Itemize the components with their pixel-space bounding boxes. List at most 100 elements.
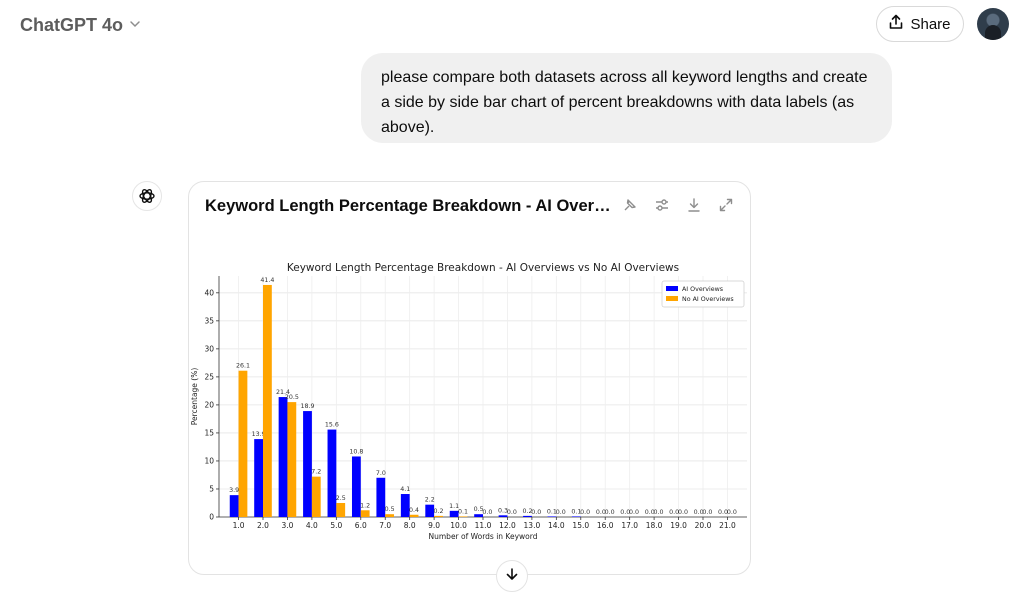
share-label: Share (910, 15, 951, 33)
y-tick-label: 15 (204, 428, 214, 437)
data-label: 0.0 (727, 509, 737, 516)
data-label: 0.0 (620, 509, 630, 516)
x-tick-label: 5.0 (330, 521, 342, 530)
data-label: 0.4 (409, 507, 419, 514)
bar (360, 510, 370, 517)
bar (376, 477, 386, 517)
y-tick-label: 5 (209, 484, 214, 493)
bar (547, 516, 557, 517)
bar (287, 402, 297, 517)
bar (238, 370, 248, 517)
bar (229, 495, 239, 517)
data-label: 0.1 (458, 508, 468, 515)
bar (351, 456, 361, 517)
share-upload-icon (889, 14, 903, 34)
legend-box (661, 280, 745, 308)
bar (449, 510, 459, 517)
chart-card-title: Keyword Length Percentage Breakdown - AI… (205, 197, 617, 215)
data-label: 0.0 (718, 509, 728, 516)
data-label: 0.0 (531, 509, 541, 516)
scroll-down-button[interactable] (496, 560, 528, 592)
bar (434, 515, 443, 517)
y-tick-label: 10 (204, 456, 214, 465)
model-name: ChatGPT 4o (20, 14, 124, 35)
legend-label: No AI Overviews (682, 296, 734, 303)
expand-icon[interactable] (717, 196, 735, 214)
data-label: 13.9 (252, 431, 266, 438)
y-tick-label: 30 (204, 344, 214, 353)
bar (458, 516, 468, 517)
data-label: 3.9 (229, 487, 239, 494)
legend-swatch (666, 286, 678, 291)
x-tick-label: 7.0 (379, 521, 391, 530)
x-tick-label: 8.0 (404, 521, 416, 530)
bar (425, 504, 435, 517)
x-tick-label: 15.0 (572, 521, 589, 530)
data-label: 7.2 (311, 469, 321, 476)
bar (474, 514, 483, 517)
bar (409, 514, 419, 517)
data-label: 20.5 (285, 394, 299, 401)
openai-logo-icon (132, 181, 162, 211)
y-tick-label: 20 (204, 400, 214, 409)
data-label: 0.5 (385, 506, 395, 513)
chart-title: Keyword Length Percentage Breakdown - AI… (287, 262, 679, 274)
sliders-icon[interactable] (653, 196, 671, 214)
x-tick-label: 4.0 (306, 521, 318, 530)
bar (327, 429, 337, 517)
data-label: 26.1 (236, 363, 250, 370)
data-label: 0.0 (580, 509, 590, 516)
arrow-down-icon (505, 567, 519, 586)
model-selector[interactable]: ChatGPT 4o (20, 13, 141, 37)
user-avatar[interactable] (977, 8, 1009, 40)
bar (523, 515, 532, 517)
x-tick-label: 1.0 (233, 521, 245, 530)
data-label: 0.2 (522, 508, 532, 515)
bar-chart: Keyword Length Percentage Breakdown - AI… (190, 262, 747, 541)
bar (571, 516, 581, 517)
bar (400, 494, 410, 517)
data-label: 7.0 (376, 470, 386, 477)
share-button[interactable]: Share (876, 6, 964, 42)
y-tick-label: 40 (204, 288, 214, 297)
data-label: 0.0 (702, 509, 712, 516)
data-label: 18.9 (300, 403, 314, 410)
x-tick-label: 19.0 (670, 521, 687, 530)
bar (311, 476, 321, 517)
data-label: 0.0 (556, 509, 566, 516)
data-label: 0.0 (507, 509, 517, 516)
data-label: 0.0 (629, 509, 639, 516)
x-tick-label: 9.0 (428, 521, 440, 530)
x-tick-label: 16.0 (597, 521, 614, 530)
data-label: 0.0 (596, 509, 606, 516)
y-tick-label: 35 (204, 316, 214, 325)
x-tick-label: 20.0 (695, 521, 712, 530)
data-label: 15.6 (325, 422, 339, 429)
bar (336, 502, 346, 517)
data-label: 0.0 (654, 509, 664, 516)
x-tick-label: 21.0 (719, 521, 736, 530)
download-icon[interactable] (685, 196, 703, 214)
legend-label: AI Overviews (682, 286, 723, 293)
bar (498, 515, 508, 517)
data-label: 41.4 (260, 277, 274, 284)
x-tick-label: 18.0 (646, 521, 663, 530)
data-label: 1.1 (449, 503, 459, 510)
y-tick-label: 25 (204, 372, 214, 381)
data-label: 0.0 (605, 509, 615, 516)
data-label: 0.0 (645, 509, 655, 516)
data-label: 21.4 (276, 389, 290, 396)
pin-icon[interactable] (621, 196, 639, 214)
y-tick-label: 0 (209, 513, 214, 522)
data-label: 4.1 (400, 486, 410, 493)
data-label: 2.5 (336, 495, 346, 502)
data-label: 2.2 (425, 497, 435, 504)
legend-swatch (666, 296, 678, 301)
data-label: 0.2 (434, 508, 444, 515)
chevron-down-icon (129, 18, 141, 33)
bar (303, 411, 312, 517)
data-label: 1.2 (360, 502, 370, 509)
x-tick-label: 13.0 (524, 521, 541, 530)
x-tick-label: 6.0 (355, 521, 367, 530)
x-tick-label: 3.0 (281, 521, 293, 530)
